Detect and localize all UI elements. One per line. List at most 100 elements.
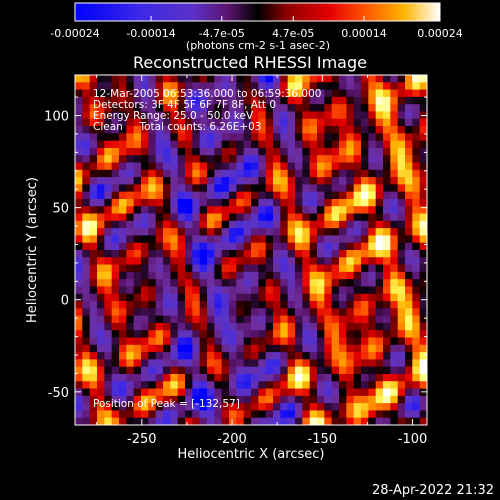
heatmap-cell xyxy=(309,104,318,113)
heatmap-cell xyxy=(97,330,105,339)
heatmap-cell xyxy=(97,133,105,142)
heatmap-cell xyxy=(89,177,98,185)
heatmap-cell xyxy=(243,257,252,266)
heatmap-cell xyxy=(199,126,208,134)
heatmap-cell xyxy=(302,322,311,331)
heatmap-cell xyxy=(170,271,179,280)
heatmap-cell xyxy=(368,264,377,273)
heatmap-cell xyxy=(368,395,377,404)
heatmap-cell xyxy=(82,162,91,171)
heatmap-cell xyxy=(353,271,362,280)
heatmap-cell xyxy=(405,271,413,280)
heatmap-cell xyxy=(104,242,113,251)
heatmap-cell xyxy=(192,286,201,295)
heatmap-cell xyxy=(346,242,355,251)
heatmap-cell xyxy=(141,155,149,164)
heatmap-cell xyxy=(368,213,377,222)
heatmap-cell xyxy=(412,388,421,397)
heatmap-cell xyxy=(214,337,223,346)
heatmap-cell xyxy=(82,206,91,215)
heatmap-cell xyxy=(126,206,135,215)
heatmap-cell xyxy=(207,177,215,185)
heatmap-cell xyxy=(368,96,377,105)
heatmap-cell xyxy=(390,293,399,302)
heatmap-cell xyxy=(111,373,120,382)
heatmap-cell xyxy=(390,206,399,215)
heatmap-cell xyxy=(185,373,193,382)
heatmap-cell xyxy=(375,381,384,390)
heatmap-cell xyxy=(346,344,355,353)
heatmap-cell xyxy=(419,220,427,229)
heatmap-cell xyxy=(353,147,362,156)
heatmap-cell xyxy=(97,293,105,302)
heatmap-cell xyxy=(397,184,406,193)
heatmap-cell xyxy=(309,82,318,91)
heatmap-cell xyxy=(405,155,413,164)
heatmap-cell xyxy=(412,198,421,207)
heatmap-cell xyxy=(353,118,362,127)
heatmap-cell xyxy=(148,315,157,324)
heatmap-cell xyxy=(324,206,333,215)
heatmap-cell xyxy=(126,293,135,302)
heatmap-cell xyxy=(155,162,164,171)
heatmap-cell xyxy=(148,322,157,331)
heatmap-cell xyxy=(265,410,274,419)
heatmap-cell xyxy=(280,133,289,142)
heatmap-cell xyxy=(82,330,91,339)
heatmap-cell xyxy=(214,403,223,412)
heatmap-cell xyxy=(353,228,362,237)
heatmap-cell xyxy=(148,198,157,207)
heatmap-cell xyxy=(405,75,413,83)
heatmap-cell xyxy=(339,75,347,83)
heatmap-cell xyxy=(170,133,179,142)
heatmap-cell xyxy=(97,279,105,288)
heatmap-cell xyxy=(111,235,120,244)
heatmap-cell xyxy=(221,337,230,346)
heatmap-cell xyxy=(155,388,164,397)
heatmap-cell xyxy=(148,155,157,164)
heatmap-cell xyxy=(339,395,347,404)
heatmap-cell xyxy=(368,352,377,360)
heatmap-cell xyxy=(353,381,362,390)
heatmap-cell xyxy=(97,337,105,346)
heatmap-cell xyxy=(331,169,340,178)
heatmap-cell xyxy=(419,381,427,390)
heatmap-cell xyxy=(346,169,355,178)
heatmap-cell xyxy=(302,410,311,419)
heatmap-cell xyxy=(324,184,333,193)
heatmap-cell xyxy=(229,75,237,83)
heatmap-cell xyxy=(163,381,171,390)
heatmap-cell xyxy=(368,388,377,397)
heatmap-cell xyxy=(383,381,391,390)
heatmap-cell xyxy=(82,169,91,178)
heatmap-cell xyxy=(243,104,252,113)
heatmap-cell xyxy=(141,169,149,178)
heatmap-cell xyxy=(280,271,289,280)
heatmap-cell xyxy=(309,198,318,207)
heatmap-cell xyxy=(119,147,127,156)
heatmap-cell xyxy=(199,330,208,339)
heatmap-cell xyxy=(302,257,311,266)
heatmap-cell xyxy=(236,315,245,324)
heatmap-cell xyxy=(126,301,135,309)
heatmap-cell xyxy=(229,198,237,207)
heatmap-cell xyxy=(317,293,325,302)
heatmap-cell xyxy=(397,228,406,237)
heatmap-cell xyxy=(273,169,281,178)
heatmap-cell xyxy=(111,140,120,149)
heatmap-cell xyxy=(280,82,289,91)
heatmap-cell xyxy=(390,366,399,375)
heatmap-cell xyxy=(251,206,259,215)
heatmap-cell xyxy=(287,344,296,353)
heatmap-cell xyxy=(361,162,369,171)
heatmap-cell xyxy=(126,344,135,353)
heatmap-cell xyxy=(97,206,105,215)
heatmap-cell xyxy=(346,235,355,244)
heatmap-cell xyxy=(361,373,369,382)
heatmap-cell xyxy=(207,373,215,382)
heatmap-cell xyxy=(207,198,215,207)
heatmap-cell xyxy=(199,264,208,273)
heatmap-cell xyxy=(258,388,267,397)
heatmap-cell xyxy=(390,242,399,251)
heatmap-cell xyxy=(353,140,362,149)
